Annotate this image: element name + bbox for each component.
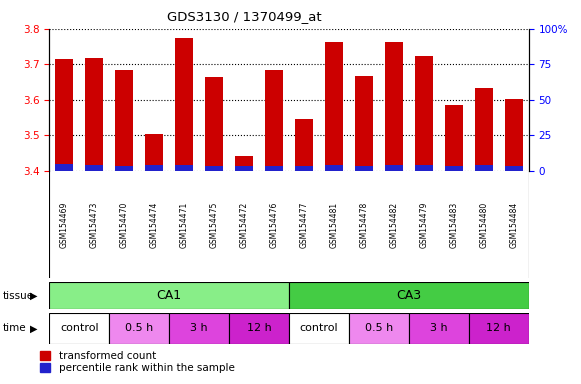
Bar bbox=[445, 105, 463, 171]
Text: GSM154477: GSM154477 bbox=[300, 202, 309, 248]
Bar bbox=[115, 166, 133, 171]
Bar bbox=[265, 70, 283, 171]
Text: 3 h: 3 h bbox=[191, 323, 208, 333]
Text: time: time bbox=[3, 323, 27, 333]
Text: GSM154474: GSM154474 bbox=[150, 202, 159, 248]
Bar bbox=[445, 166, 463, 171]
Bar bbox=[475, 88, 493, 171]
Text: 3 h: 3 h bbox=[430, 323, 447, 333]
Bar bbox=[55, 164, 73, 171]
Bar bbox=[85, 58, 103, 171]
Bar bbox=[355, 76, 373, 171]
Text: GSM154471: GSM154471 bbox=[180, 202, 189, 248]
Bar bbox=[325, 165, 343, 171]
Bar bbox=[475, 165, 493, 171]
Text: tissue: tissue bbox=[3, 291, 34, 301]
Legend: transformed count, percentile rank within the sample: transformed count, percentile rank withi… bbox=[40, 351, 235, 373]
Text: GSM154481: GSM154481 bbox=[329, 202, 339, 248]
Text: 12 h: 12 h bbox=[247, 323, 271, 333]
Text: GSM154484: GSM154484 bbox=[509, 202, 518, 248]
Bar bbox=[505, 166, 523, 171]
Bar bbox=[85, 165, 103, 171]
Bar bbox=[109, 313, 169, 344]
Bar bbox=[349, 313, 409, 344]
Text: 12 h: 12 h bbox=[486, 323, 511, 333]
Text: ▶: ▶ bbox=[30, 323, 37, 333]
Text: GSM154483: GSM154483 bbox=[449, 202, 458, 248]
Text: CA1: CA1 bbox=[157, 289, 182, 302]
Bar bbox=[505, 99, 523, 171]
Bar bbox=[415, 56, 433, 171]
Bar bbox=[175, 38, 193, 171]
Bar bbox=[235, 166, 253, 171]
Bar bbox=[325, 42, 343, 171]
Bar bbox=[229, 313, 289, 344]
Bar bbox=[265, 166, 283, 171]
Bar bbox=[235, 156, 253, 171]
Text: 0.5 h: 0.5 h bbox=[125, 323, 153, 333]
Text: 0.5 h: 0.5 h bbox=[365, 323, 393, 333]
Bar bbox=[55, 60, 73, 171]
Bar bbox=[355, 166, 373, 171]
Bar bbox=[175, 165, 193, 171]
Bar bbox=[289, 282, 529, 309]
Bar bbox=[115, 70, 133, 171]
Text: GSM154475: GSM154475 bbox=[210, 202, 218, 248]
Text: GSM154482: GSM154482 bbox=[389, 202, 399, 248]
Text: GSM154469: GSM154469 bbox=[60, 202, 69, 248]
Bar bbox=[169, 313, 229, 344]
Text: CA3: CA3 bbox=[396, 289, 421, 302]
Bar bbox=[289, 313, 349, 344]
Text: ▶: ▶ bbox=[30, 291, 37, 301]
Bar bbox=[49, 313, 109, 344]
Bar bbox=[415, 165, 433, 171]
Bar bbox=[145, 134, 163, 171]
Text: GSM154472: GSM154472 bbox=[239, 202, 249, 248]
Text: GDS3130 / 1370499_at: GDS3130 / 1370499_at bbox=[167, 10, 321, 23]
Bar bbox=[385, 42, 403, 171]
Bar bbox=[385, 165, 403, 171]
Bar bbox=[205, 78, 223, 171]
Text: GSM154476: GSM154476 bbox=[270, 202, 278, 248]
Text: GSM154480: GSM154480 bbox=[479, 202, 488, 248]
Bar bbox=[295, 166, 313, 171]
Bar bbox=[145, 165, 163, 171]
Text: control: control bbox=[300, 323, 338, 333]
Bar bbox=[469, 313, 529, 344]
Text: GSM154479: GSM154479 bbox=[419, 202, 428, 248]
Text: GSM154470: GSM154470 bbox=[120, 202, 129, 248]
Bar bbox=[295, 119, 313, 171]
Text: GSM154473: GSM154473 bbox=[90, 202, 99, 248]
Text: GSM154478: GSM154478 bbox=[360, 202, 368, 248]
Bar bbox=[409, 313, 469, 344]
Bar bbox=[49, 282, 289, 309]
Text: control: control bbox=[60, 323, 99, 333]
Bar bbox=[205, 166, 223, 171]
